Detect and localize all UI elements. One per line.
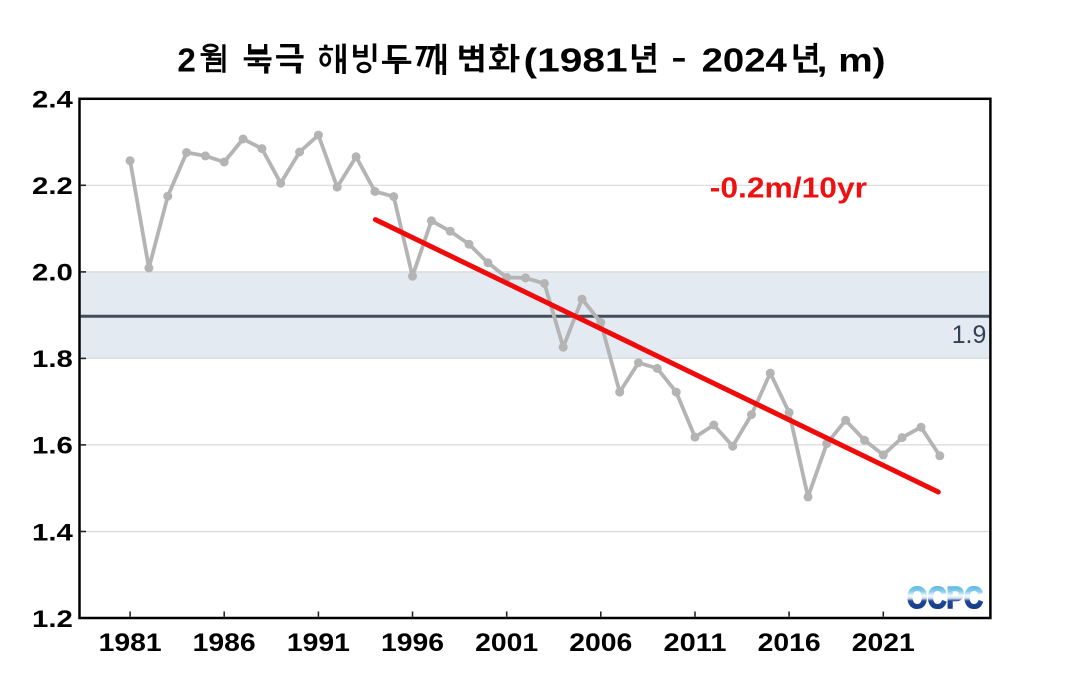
svg-text:1.8: 1.8: [32, 346, 73, 373]
svg-text:1.9: 1.9: [952, 321, 987, 349]
svg-text:1991: 1991: [287, 629, 350, 657]
svg-text:OCPC: OCPC: [907, 580, 983, 615]
svg-text:2.4: 2.4: [32, 87, 74, 114]
svg-text:1981: 1981: [99, 629, 162, 657]
svg-text:-0.2m/10yr: -0.2m/10yr: [710, 173, 867, 205]
svg-text:2: 2: [177, 42, 196, 79]
svg-text:(1981: (1981: [524, 42, 628, 79]
svg-text:2016: 2016: [758, 629, 821, 657]
svg-text:2021: 2021: [852, 629, 915, 657]
svg-text:, m): , m): [817, 42, 886, 79]
svg-text:2.0: 2.0: [32, 260, 73, 287]
svg-text:1.6: 1.6: [32, 433, 73, 460]
svg-text:2006: 2006: [569, 629, 632, 657]
svg-text:2011: 2011: [664, 629, 727, 657]
svg-text:1.2: 1.2: [32, 606, 73, 633]
svg-text:2.2: 2.2: [32, 173, 73, 200]
svg-text:1.4: 1.4: [32, 519, 74, 546]
svg-text:1986: 1986: [193, 629, 256, 657]
svg-text:2024: 2024: [702, 42, 788, 79]
svg-text:2001: 2001: [475, 629, 538, 657]
svg-text:1996: 1996: [381, 629, 444, 657]
